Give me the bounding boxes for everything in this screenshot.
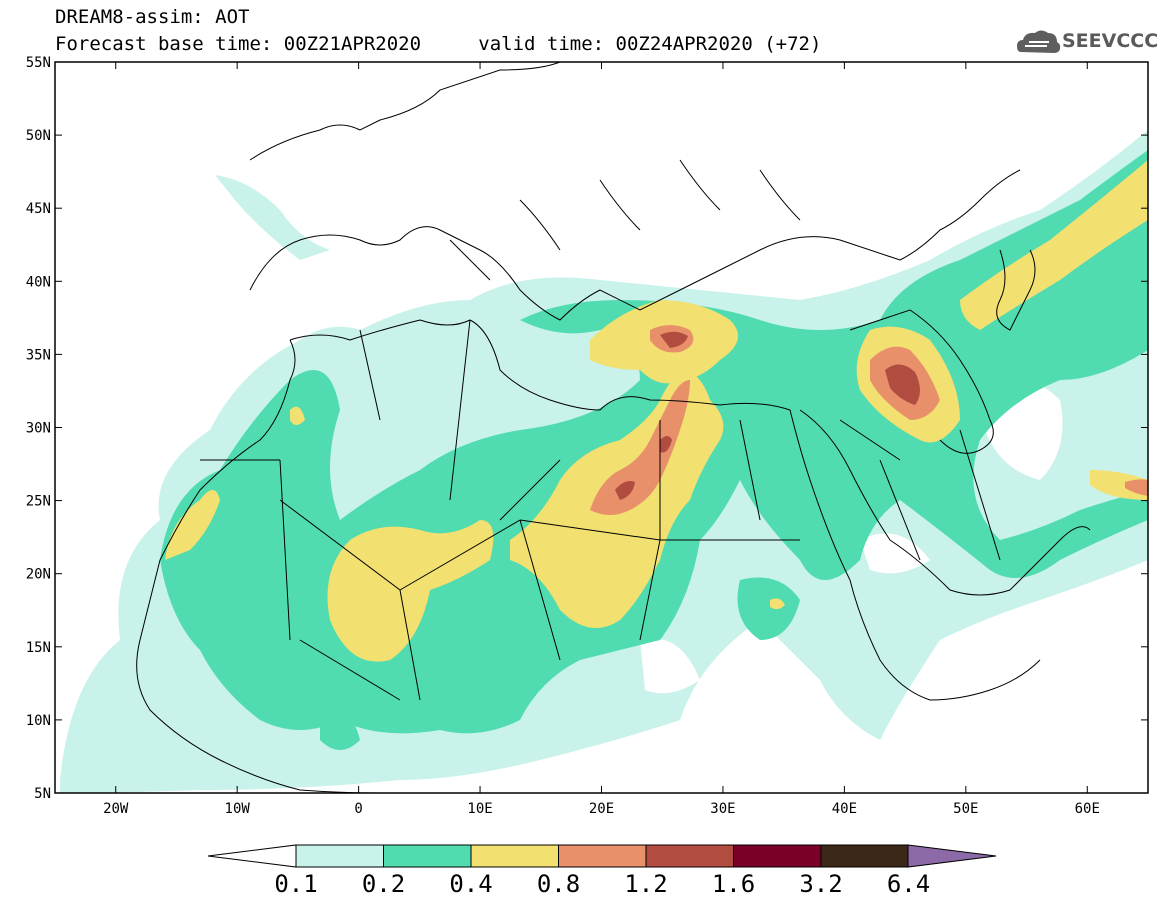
forecast-times: Forecast base time: 00Z21APR2020 valid t… [55,33,821,55]
colorbar-under-arrow [207,844,297,868]
arabia-coastline [799,309,1091,596]
lat-label: 20N [26,567,51,583]
colorbar-label: 1.2 [624,870,668,898]
lon-label: 40E [832,801,857,817]
lat-label: 15N [26,640,51,656]
lat-label: 50N [26,128,51,144]
colorbar-swatch [295,844,384,868]
lon-label: 20W [103,801,129,817]
colorbar-swatch [733,844,822,868]
aot-band-orange [590,380,690,515]
colorbar-label: 6.4 [886,870,931,898]
colorbar-label: 0.2 [361,870,406,898]
colorbar-swatch [645,844,734,868]
colorbar-swatch [558,844,647,868]
base-time: Forecast base time: 00Z21APR2020 [55,33,422,55]
aot-band-darkred [615,481,635,500]
lat-label: 5N [34,786,51,802]
colorbar-label: 3.2 [799,870,843,898]
map-title: DREAM8-assim: AOT [55,6,250,28]
colorbar-swatch [470,844,559,868]
longitude-ticks: 20W 10W 0 10E 20E 30E 40E 50E 60E [103,62,1100,817]
logo-text: SEEVCCC [1062,30,1159,52]
colorbar-swatch [820,844,909,868]
caspian-coastline [996,249,1036,331]
colorbar-label: 0.1 [274,870,318,898]
coastlines [136,62,1091,793]
borders [200,319,1001,701]
lon-label: 20E [589,801,614,817]
colorbar-label: 0.8 [536,870,581,898]
colorbar-label: 1.6 [711,870,756,898]
lat-label: 30N [26,421,51,437]
cloud-icon [1017,30,1061,53]
aot-shading [55,62,1148,793]
lon-label: 60E [1075,801,1100,817]
europe-coastline [249,62,1021,321]
lat-label: 10N [26,713,51,729]
aot-band-yellow [165,490,220,560]
colorbar-over-arrow [907,844,997,868]
colorbar-swatch [383,844,472,868]
colorbar [207,844,997,868]
africa-coastline [136,319,1041,793]
lat-label: 55N [26,55,51,71]
lat-label: 35N [26,347,51,363]
colorbar-label: 0.4 [449,870,493,898]
lat-label: 25N [26,494,51,510]
lat-label: 40N [26,274,51,290]
lon-label: 0 [354,801,362,817]
lon-label: 10E [467,801,492,817]
lon-label: 50E [953,801,978,817]
lon-label: 10W [225,801,251,817]
valid-time: valid time: 00Z24APR2020 (+72) [478,33,822,55]
lat-label: 45N [26,201,51,217]
latitude-ticks: 55N 50N 45N 40N 35N 30N 25N 20N 15N 10N 5N [26,55,1148,802]
lon-label: 30E [710,801,735,817]
